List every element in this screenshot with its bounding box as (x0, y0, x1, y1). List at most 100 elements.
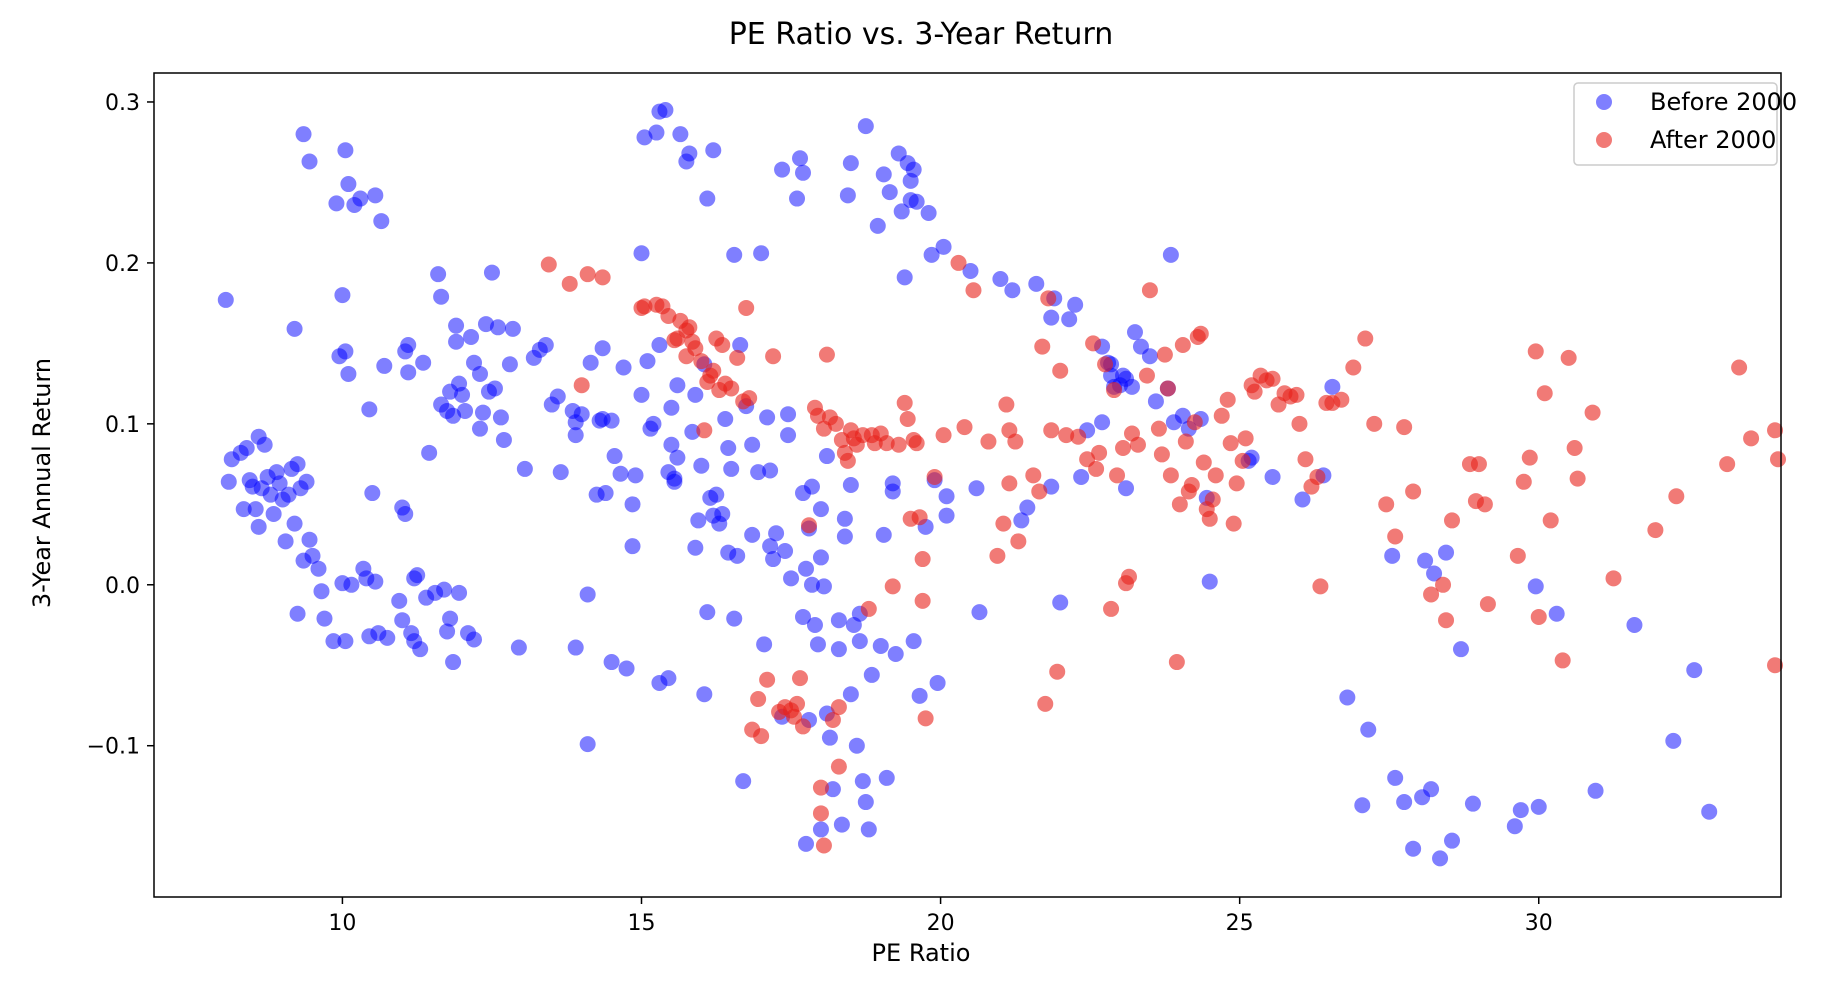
scatter-point-after-2000 (1204, 491, 1221, 508)
scatter-point-before-2000 (313, 583, 330, 600)
scatter-point-before-2000 (1061, 311, 1078, 328)
scatter-point-before-2000 (708, 486, 725, 503)
scatter-point-before-2000 (1324, 378, 1341, 395)
scatter-point-after-2000 (750, 691, 767, 708)
scatter-point-before-2000 (495, 431, 512, 448)
scatter-point-before-2000 (1432, 850, 1449, 867)
scatter-point-before-2000 (633, 386, 650, 403)
scatter-point-before-2000 (759, 409, 776, 426)
scatter-point-before-2000 (842, 477, 859, 493)
scatter-point-before-2000 (1665, 732, 1682, 749)
scatter-point-before-2000 (1043, 309, 1060, 326)
scatter-point-before-2000 (744, 526, 761, 543)
scatter-point-before-2000 (1384, 547, 1401, 564)
scatter-point-before-2000 (929, 674, 946, 691)
scatter-point-before-2000 (1162, 246, 1179, 263)
legend-marker-after-2000 (1596, 132, 1612, 148)
scatter-point-before-2000 (597, 485, 614, 502)
scatter-point-before-2000 (753, 245, 770, 262)
scatter-point-before-2000 (848, 737, 865, 754)
scatter-point-before-2000 (1094, 414, 1111, 431)
scatter-point-before-2000 (256, 436, 273, 453)
y-tick-label: 0.1 (105, 413, 140, 438)
scatter-point-after-2000 (965, 282, 982, 299)
scatter-point-after-2000 (1088, 460, 1105, 477)
scatter-point-before-2000 (394, 612, 411, 629)
scatter-point-after-2000 (1177, 433, 1194, 450)
scatter-point-before-2000 (1201, 573, 1218, 590)
scatter-point-after-2000 (1264, 370, 1281, 387)
scatter-point-after-2000 (765, 348, 782, 365)
scatter-point-before-2000 (445, 654, 462, 671)
y-tick-label: 0.0 (105, 574, 140, 599)
x-tick-label: 15 (628, 911, 656, 936)
x-tick-label: 25 (1226, 911, 1254, 936)
legend-item-after-2000: After 2000 (1596, 126, 1776, 154)
scatter-point-after-2000 (824, 711, 841, 728)
scatter-point-after-2000 (753, 728, 770, 745)
scatter-point-after-2000 (1536, 385, 1553, 402)
legend-marker-before-2000 (1596, 94, 1612, 110)
scatter-point-before-2000 (367, 573, 384, 590)
scatter-point-before-2000 (809, 636, 826, 653)
scatter-point-before-2000 (325, 633, 342, 650)
scatter-point-after-2000 (795, 718, 812, 735)
scatter-point-before-2000 (696, 686, 713, 703)
scatter-point-before-2000 (750, 464, 767, 481)
scatter-point-before-2000 (863, 666, 880, 683)
scatter-point-before-2000 (857, 794, 874, 811)
scatter-point-after-2000 (1387, 528, 1404, 545)
scatter-point-before-2000 (744, 436, 761, 453)
scatter-point-before-2000 (875, 526, 892, 543)
scatter-point-after-2000 (1153, 446, 1170, 463)
scatter-point-after-2000 (1530, 608, 1547, 625)
scatter-point-before-2000 (1426, 565, 1443, 582)
scatter-point-after-2000 (896, 394, 913, 411)
scatter-point-before-2000 (483, 264, 500, 281)
scatter-point-before-2000 (1052, 594, 1069, 611)
scatter-point-before-2000 (582, 354, 599, 371)
scatter-point-after-2000 (1222, 435, 1239, 452)
scatter-point-after-2000 (729, 349, 746, 366)
scatter-point-after-2000 (1234, 452, 1251, 469)
scatter-point-after-2000 (890, 436, 907, 453)
scatter-point-before-2000 (1626, 617, 1643, 634)
scatter-point-after-2000 (1174, 336, 1191, 353)
scatter-point-after-2000 (1291, 415, 1308, 432)
scatter-point-after-2000 (1171, 496, 1188, 513)
scatter-point-before-2000 (684, 423, 701, 440)
scatter-point-before-2000 (1264, 468, 1281, 485)
scatter-point-after-2000 (917, 710, 934, 727)
scatter-point-before-2000 (842, 155, 859, 172)
scatter-point-before-2000 (824, 781, 841, 798)
scatter-point-before-2000 (337, 343, 354, 360)
scatter-point-before-2000 (1452, 641, 1469, 658)
scatter-point-after-2000 (1647, 522, 1664, 539)
scatter-point-before-2000 (720, 439, 737, 456)
scatter-point-before-2000 (1141, 348, 1158, 365)
scatter-point-before-2000 (836, 510, 853, 527)
scatter-point-after-2000 (636, 298, 653, 315)
scatter-point-after-2000 (1034, 338, 1051, 355)
scatter-point-before-2000 (367, 187, 384, 204)
scatter-point-after-2000 (741, 390, 758, 407)
scatter-point-before-2000 (1118, 480, 1135, 497)
scatter-point-before-2000 (893, 203, 910, 220)
scatter-point-before-2000 (328, 195, 345, 212)
ticks-layer: 10 15 20 25 30 −0.1 0.0 0.1 0.2 0.3 (87, 91, 1553, 936)
scatter-point-before-2000 (376, 357, 393, 374)
scatter-point-after-2000 (1007, 433, 1024, 450)
scatter-point-before-2000 (471, 420, 488, 437)
scatter-point-before-2000 (448, 333, 465, 350)
scatter-point-before-2000 (672, 126, 689, 143)
scatter-point-after-2000 (693, 353, 710, 370)
scatter-point-after-2000 (1435, 576, 1452, 593)
plot-frame (153, 72, 1782, 898)
scatter-point-before-2000 (792, 150, 809, 167)
scatter-point-after-2000 (830, 699, 847, 716)
scatter-point-before-2000 (732, 336, 749, 353)
scatter-point-after-2000 (1333, 391, 1350, 408)
scatter-point-before-2000 (340, 176, 357, 193)
scatter-point-before-2000 (729, 547, 746, 564)
